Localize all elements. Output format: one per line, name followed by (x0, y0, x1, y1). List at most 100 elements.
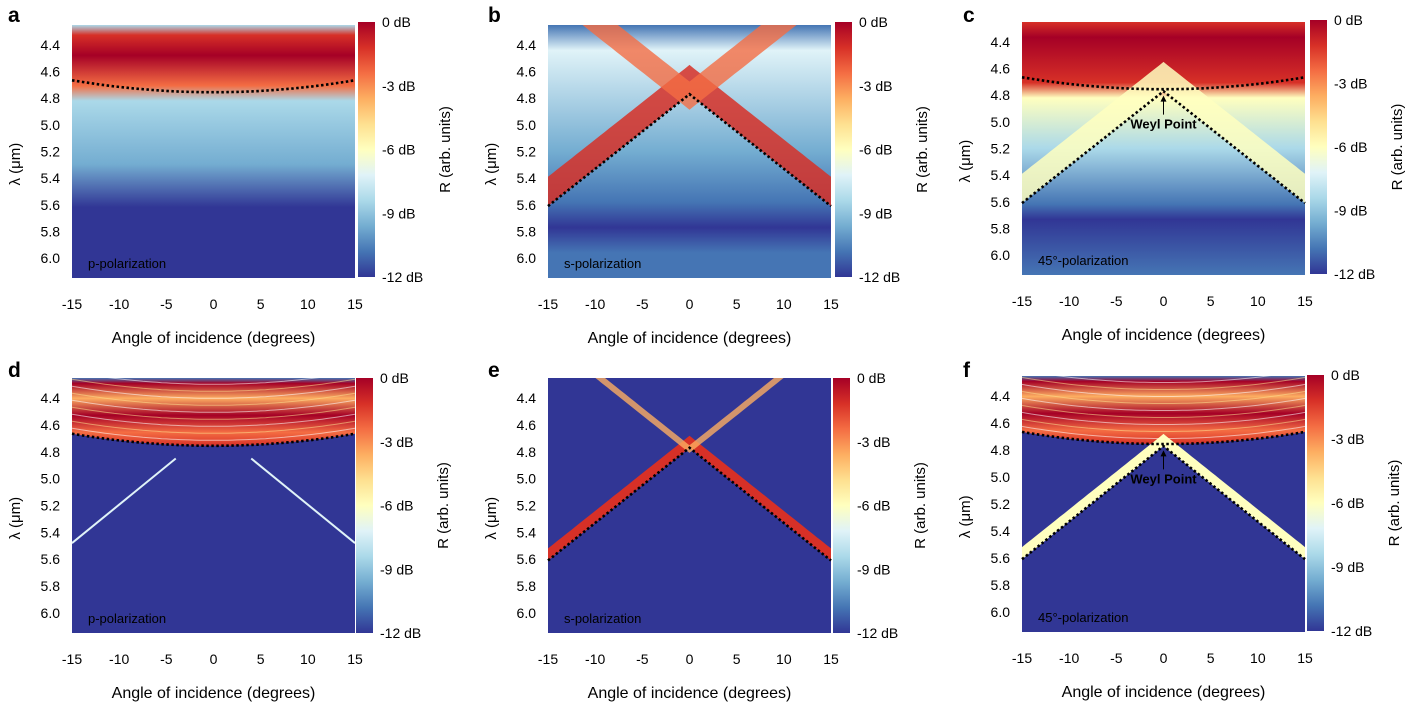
panel-e: s-polarization e 4.4 4.6 4.8 5.0 5.2 5.4 5.6 5.8 6… (483, 359, 929, 702)
y-tick-label: 4.8 (517, 444, 537, 460)
fringe-line (1055, 376, 1272, 383)
fringe-line (72, 392, 355, 406)
x-tick-label: -10 (585, 296, 605, 312)
x-tick-label: -15 (62, 296, 82, 312)
y-tick-label: 4.4 (41, 37, 61, 53)
y-tick-label: 6.0 (517, 250, 537, 266)
annotation-label: Weyl Point (1130, 471, 1197, 486)
y-tick-label: 4.6 (41, 417, 61, 433)
y-axis-label: λ (μm) (7, 497, 24, 540)
x-axis-label: Angle of incidence (degrees) (112, 330, 316, 347)
y-tick-label: 5.4 (991, 523, 1011, 539)
colorbar-tick-label: -12 dB (382, 269, 423, 285)
colorbar-label: R (arb. units) (1386, 460, 1403, 547)
y-tick-label: 4.4 (41, 390, 61, 406)
fringe-line (72, 406, 355, 420)
x-tick-label: -10 (109, 651, 129, 667)
y-tick-label: 5.6 (991, 194, 1011, 210)
x-tick-label: -15 (62, 651, 82, 667)
annotation-label: Weyl Point (1130, 117, 1197, 132)
y-tick-label: 5.0 (991, 469, 1011, 485)
x-tick-label: -5 (636, 296, 649, 312)
colorbar-tick-label: 0 dB (1334, 12, 1363, 28)
colorbar-tick-label: 0 dB (380, 370, 409, 386)
y-axis-label: λ (μm) (483, 497, 500, 540)
fringe-line (1022, 404, 1305, 418)
y-tick-label: 5.8 (991, 577, 1011, 593)
colorbar-tick-label: -6 dB (382, 142, 415, 158)
x-tick-label: -15 (1012, 650, 1032, 666)
y-tick-label: 4.8 (41, 90, 61, 106)
x-tick-label: -5 (636, 651, 649, 667)
x-tick-label: 0 (686, 651, 694, 667)
fringe-line (1022, 418, 1305, 432)
colorbar-tick-label: -6 dB (380, 498, 413, 514)
y-tick-label: 6.0 (41, 605, 61, 621)
colorbar-label: R (arb. units) (435, 462, 452, 549)
fringe-line (1022, 411, 1305, 425)
heatmap (1022, 376, 1305, 632)
panel-c: Weyl Point 45°-polarization c 4.4 4.6 4.8 5.0 5… (957, 4, 1406, 344)
y-tick-label: 5.0 (991, 114, 1011, 130)
x-tick-label: 10 (300, 651, 316, 667)
y-tick-label: 5.2 (41, 144, 61, 160)
fringe-line (72, 427, 355, 441)
x-tick-label: 5 (1207, 293, 1215, 309)
y-tick-label: 5.6 (41, 197, 61, 213)
y-tick-label: 4.6 (991, 415, 1011, 431)
y-tick-label: 5.4 (991, 167, 1011, 183)
polarization-label: s-polarization (564, 611, 641, 626)
x-axis-label: Angle of incidence (degrees) (1062, 327, 1266, 344)
x-tick-label: 15 (1297, 650, 1313, 666)
x-tick-label: 10 (776, 651, 792, 667)
colorbar-tick-label: -12 dB (1334, 266, 1375, 282)
y-tick-label: 6.0 (517, 605, 537, 621)
dashed-upper-band-edge (1021, 430, 1306, 446)
panel-b: s-polarization b 4.4 4.6 4.8 5.0 5.2 5.4 5.6 5.8 6… (483, 4, 931, 347)
panel-letter: e (488, 359, 500, 382)
y-tick-label: 4.4 (517, 37, 537, 53)
x-tick-label: -5 (160, 296, 173, 312)
fringe-line (72, 378, 355, 392)
x-tick-label: 0 (1160, 293, 1168, 309)
x-tick-label: 15 (1297, 293, 1313, 309)
y-tick-label: 4.8 (991, 87, 1011, 103)
dashed-upper-band-edge (71, 432, 356, 448)
colorbar-tick-label: 0 dB (859, 14, 888, 30)
panel-letter: f (963, 359, 971, 382)
fringe-line (1022, 383, 1305, 397)
x-tick-label: 10 (776, 296, 792, 312)
colorbar-tick-label: -9 dB (1334, 203, 1367, 219)
fringe-line (1022, 376, 1305, 390)
polarization-label: 45°-polarization (1038, 253, 1128, 268)
y-tick-label: 5.2 (517, 498, 537, 514)
y-tick-label: 5.8 (517, 223, 537, 239)
heatmap-background (72, 25, 355, 278)
y-axis-label: λ (μm) (957, 495, 974, 538)
y-tick-label: 5.6 (517, 551, 537, 567)
fringe-line (72, 399, 355, 413)
fringe-line (72, 385, 355, 399)
y-tick-label: 5.6 (991, 550, 1011, 566)
x-tick-label: 0 (210, 651, 218, 667)
colorbar-tick-label: -3 dB (380, 434, 413, 450)
colorbar (1307, 375, 1324, 631)
panel-letter: a (8, 4, 20, 27)
x-tick-label: 5 (257, 296, 265, 312)
y-tick-label: 5.8 (991, 220, 1011, 236)
y-tick-label: 4.4 (991, 34, 1011, 50)
colorbar-tick-label: -9 dB (382, 205, 415, 221)
dashed-upper-band-edge (71, 79, 356, 94)
y-tick-label: 5.8 (41, 223, 61, 239)
x-tick-label: -5 (160, 651, 173, 667)
y-tick-label: 4.6 (991, 61, 1011, 77)
x-tick-label: 15 (823, 296, 839, 312)
y-tick-label: 5.6 (41, 551, 61, 567)
x-axis-label: Angle of incidence (degrees) (1062, 684, 1266, 701)
y-tick-label: 5.8 (41, 578, 61, 594)
colorbar-tick-label: -9 dB (857, 561, 890, 577)
y-tick-label: 5.0 (41, 471, 61, 487)
x-tick-label: -5 (1110, 293, 1123, 309)
fringe-line (72, 413, 355, 427)
y-tick-label: 5.0 (41, 117, 61, 133)
